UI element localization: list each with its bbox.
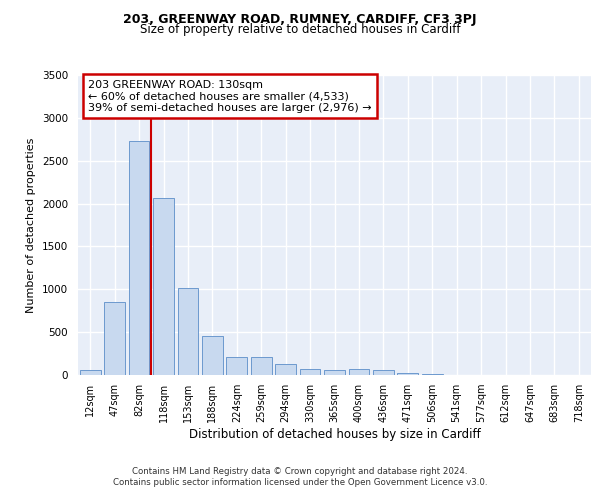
Bar <box>349 370 370 375</box>
Bar <box>299 370 320 375</box>
Bar <box>324 370 345 375</box>
Bar <box>202 336 223 375</box>
Bar <box>251 357 272 375</box>
Text: Contains public sector information licensed under the Open Government Licence v3: Contains public sector information licen… <box>113 478 487 487</box>
Bar <box>397 374 418 375</box>
Bar <box>178 288 199 375</box>
Bar <box>422 374 443 375</box>
Bar <box>80 370 101 375</box>
Text: Size of property relative to detached houses in Cardiff: Size of property relative to detached ho… <box>140 24 460 36</box>
Bar <box>104 302 125 375</box>
Bar <box>275 364 296 375</box>
Bar <box>128 141 149 375</box>
Bar <box>226 356 247 375</box>
Bar <box>153 198 174 375</box>
Text: Contains HM Land Registry data © Crown copyright and database right 2024.: Contains HM Land Registry data © Crown c… <box>132 467 468 476</box>
Y-axis label: Number of detached properties: Number of detached properties <box>26 138 37 312</box>
X-axis label: Distribution of detached houses by size in Cardiff: Distribution of detached houses by size … <box>188 428 481 440</box>
Text: 203, GREENWAY ROAD, RUMNEY, CARDIFF, CF3 3PJ: 203, GREENWAY ROAD, RUMNEY, CARDIFF, CF3… <box>123 12 477 26</box>
Text: 203 GREENWAY ROAD: 130sqm
← 60% of detached houses are smaller (4,533)
39% of se: 203 GREENWAY ROAD: 130sqm ← 60% of detac… <box>88 80 372 112</box>
Bar <box>373 370 394 375</box>
